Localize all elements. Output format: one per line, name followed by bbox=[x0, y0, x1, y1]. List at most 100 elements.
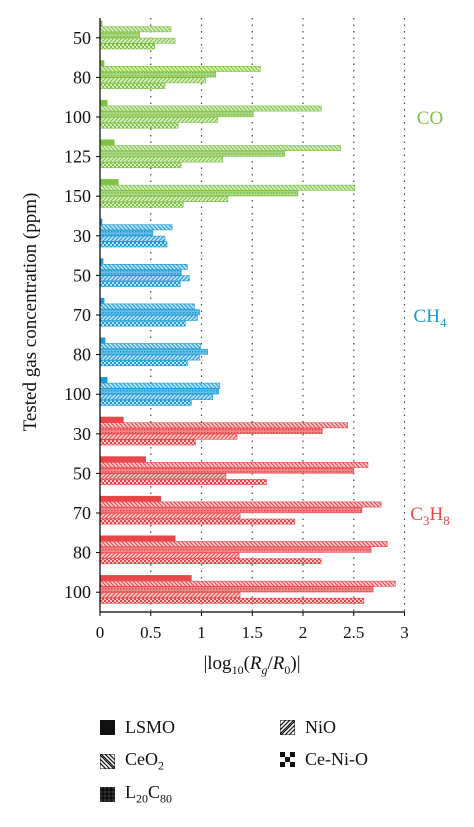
legend-label-ceni: Ce-Ni-O bbox=[305, 749, 368, 769]
legend-label-l20c80: L20C80 bbox=[125, 782, 173, 806]
bar-ceo2 bbox=[99, 461, 369, 468]
bar-lsmo bbox=[99, 60, 105, 67]
legend-label-nio: NiO bbox=[305, 717, 336, 737]
y-tick-label: 30 bbox=[73, 226, 91, 246]
bar-l20c80 bbox=[99, 348, 208, 355]
bar-l20c80 bbox=[99, 190, 299, 197]
x-tick-label: 0.5 bbox=[140, 623, 161, 642]
y-tick-label: 80 bbox=[73, 345, 91, 365]
bar-l20c80 bbox=[99, 32, 140, 38]
bar-ce-ni-o bbox=[99, 597, 365, 604]
bar-nio bbox=[99, 394, 213, 400]
x-tick-label: 2.5 bbox=[343, 623, 364, 642]
x-tick-labels: 0 0.5 1 1.5 2 2.5 3 bbox=[96, 612, 409, 642]
bar-ce-ni-o bbox=[99, 122, 179, 129]
bar-nio bbox=[99, 314, 198, 321]
y-tick-label: 30 bbox=[73, 424, 91, 444]
bar-nio bbox=[99, 77, 206, 84]
bar-lsmo bbox=[99, 297, 105, 304]
bar-l20c80 bbox=[99, 71, 217, 78]
bar-chart: 50 80 100 125 150 30 50 70 80 100 30 50 70 80 100 0 0.5… bbox=[20, 18, 450, 677]
bar-ce-ni-o bbox=[99, 83, 166, 89]
gas-label: CO bbox=[417, 108, 443, 129]
bar-nio bbox=[99, 156, 224, 163]
bar-nio bbox=[99, 433, 238, 440]
bar-ce-ni-o bbox=[99, 281, 181, 287]
bar-nio bbox=[99, 354, 200, 361]
bar-ce-ni-o bbox=[99, 43, 156, 50]
x-tick-label: 1 bbox=[197, 623, 206, 642]
bar-lsmo bbox=[99, 179, 119, 185]
bar-ceo2 bbox=[99, 66, 261, 72]
bar-l20c80 bbox=[99, 388, 220, 395]
bar-ceo2 bbox=[99, 263, 188, 270]
bar-ceo2 bbox=[99, 303, 195, 310]
y-tick-label: 100 bbox=[64, 582, 91, 602]
bar-lsmo bbox=[99, 337, 106, 344]
bar-lsmo bbox=[99, 139, 115, 146]
bar-l20c80 bbox=[99, 111, 254, 118]
bar-ce-ni-o bbox=[99, 360, 188, 367]
bar-ceo2 bbox=[99, 105, 322, 112]
bar-ceo2 bbox=[99, 541, 388, 547]
legend-item-nio: NiO bbox=[280, 717, 336, 738]
bar-lsmo bbox=[99, 99, 108, 106]
y-tick-label: 70 bbox=[73, 503, 91, 523]
legend-item-ceni: Ce-Ni-O bbox=[280, 749, 368, 770]
bar-ceo2 bbox=[99, 343, 201, 349]
bar-ceo2 bbox=[99, 382, 221, 389]
bar-ce-ni-o bbox=[99, 439, 196, 446]
y-tick-labels: 50 80 100 125 150 30 50 70 80 100 30 50 70 80 100 bbox=[64, 28, 100, 602]
bar-nio bbox=[99, 473, 227, 480]
bar-l20c80 bbox=[99, 309, 200, 316]
bar-ceo2 bbox=[99, 580, 396, 587]
y-axis-title: Tested gas concentration (ppm) bbox=[20, 193, 41, 432]
bar-l20c80 bbox=[99, 428, 323, 434]
legend-swatch-lsmo bbox=[100, 720, 115, 735]
bar-ceo2 bbox=[99, 224, 173, 231]
y-tick-label: 125 bbox=[64, 147, 91, 167]
bar-lsmo bbox=[99, 495, 162, 502]
bar-l20c80 bbox=[99, 546, 372, 553]
bar-ce-ni-o bbox=[99, 558, 322, 565]
bar-ce-ni-o bbox=[99, 399, 192, 406]
legend-label-ceo2: CeO2 bbox=[125, 749, 164, 773]
bar-l20c80 bbox=[99, 507, 363, 514]
bar-ce-ni-o bbox=[99, 201, 184, 208]
legend-swatch-l20c80 bbox=[100, 786, 115, 802]
bars-layer bbox=[99, 20, 396, 604]
bar-ceo2 bbox=[99, 145, 341, 151]
x-axis-title: |log10(Rg/R0)| bbox=[203, 653, 300, 677]
bar-lsmo bbox=[99, 535, 176, 542]
bar-l20c80 bbox=[99, 586, 374, 593]
bar-ce-ni-o bbox=[99, 320, 186, 327]
bar-lsmo bbox=[99, 575, 192, 581]
gas-labels: CO CH4 C3H8 bbox=[410, 108, 449, 528]
legend-item-l20c80: L20C80 bbox=[100, 782, 172, 807]
bar-nio bbox=[99, 275, 190, 282]
legend-item-lsmo: LSMO bbox=[100, 717, 175, 738]
bar-ce-ni-o bbox=[99, 162, 182, 169]
legend-swatch-nio bbox=[280, 720, 295, 735]
bar-lsmo bbox=[99, 377, 108, 383]
legend-label-lsmo: LSMO bbox=[125, 717, 176, 737]
bar-nio bbox=[99, 592, 241, 598]
bar-ceo2 bbox=[99, 422, 348, 429]
bar-ce-ni-o bbox=[99, 479, 267, 485]
bar-lsmo bbox=[99, 456, 146, 463]
bar-ce-ni-o bbox=[99, 241, 168, 248]
legend-swatch-ceo2 bbox=[100, 753, 115, 769]
x-tick-label: 0 bbox=[96, 623, 105, 642]
bar-nio bbox=[99, 512, 241, 519]
x-tick-label: 2 bbox=[299, 623, 308, 642]
y-tick-label: 100 bbox=[64, 107, 91, 127]
y-tick-label: 50 bbox=[73, 28, 91, 48]
legend: LSMO CeO2 L20C80 NiO Ce-Ni-O bbox=[100, 715, 420, 815]
bar-l20c80 bbox=[99, 230, 154, 236]
gas-label: C3H8 bbox=[410, 504, 449, 528]
legend-swatch-ceni bbox=[280, 752, 295, 767]
bar-ceo2 bbox=[99, 501, 382, 508]
bar-nio bbox=[99, 552, 240, 559]
bar-nio bbox=[99, 196, 229, 202]
y-tick-label: 80 bbox=[73, 67, 91, 87]
